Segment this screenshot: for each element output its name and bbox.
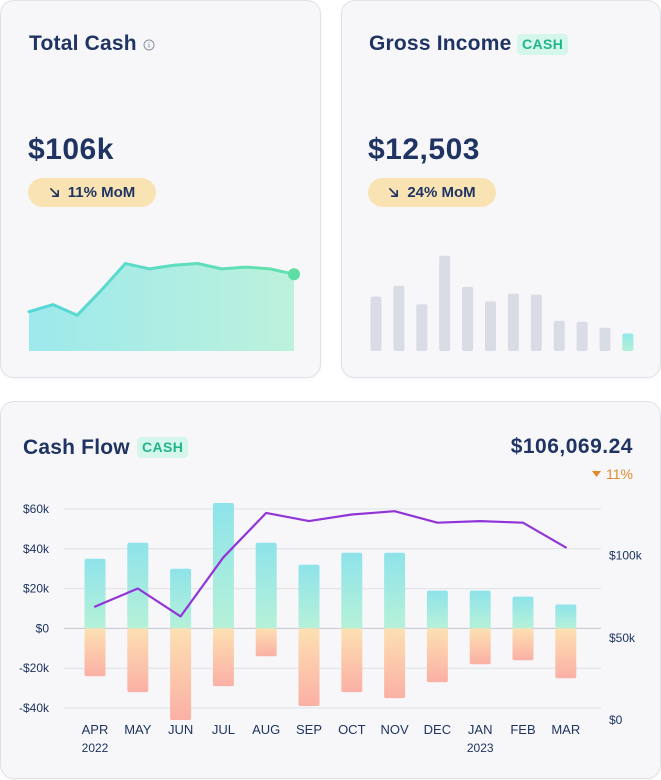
y-right-tick-label: $50k	[609, 631, 636, 645]
cash-out-bar[interactable]	[512, 628, 534, 661]
gross-income-value: $12,503	[368, 133, 480, 166]
income-bar[interactable]	[622, 333, 634, 352]
income-bar[interactable]	[599, 327, 611, 351]
total-cash-card[interactable]: Total Cash $106k 11% MoM	[0, 0, 321, 378]
x-tick-label: JUL	[212, 722, 235, 737]
cash-in-bar[interactable]	[212, 503, 234, 629]
cash-out-bar[interactable]	[341, 628, 363, 693]
cash-in-bar[interactable]	[555, 604, 577, 629]
x-tick-label: MAY	[124, 722, 152, 737]
income-bar[interactable]	[553, 320, 565, 351]
total-cash-sparkline	[27, 262, 300, 351]
cash-out-bar[interactable]	[255, 628, 277, 657]
cash-in-bar[interactable]	[127, 542, 149, 629]
cash-in-bar[interactable]	[170, 568, 192, 629]
y-left-tick-label: -$20k	[19, 661, 50, 675]
cash-flow-value: $106,069.24	[510, 435, 633, 458]
cash-out-bar[interactable]	[170, 628, 192, 720]
cash-in-bar[interactable]	[84, 558, 106, 629]
cash-flow-card[interactable]: Cash Flow CASH $106,069.24 11% $60k $40k $…	[0, 401, 661, 779]
cash-out-bar[interactable]	[384, 628, 406, 699]
total-cash-change-badge: 11% MoM	[28, 178, 156, 207]
cash-in-bar[interactable]	[469, 590, 491, 629]
triangle-down-icon	[592, 471, 602, 477]
cash-flow-chart: $60k $40k $20k $0 -$20k -$40k $100k $50k $0 APR MA…	[19, 502, 643, 755]
gross-income-cash-tag: CASH	[517, 34, 569, 55]
year-label: 2023	[467, 741, 494, 755]
x-tick-label: FEB	[510, 722, 535, 737]
income-bar[interactable]	[576, 321, 588, 351]
x-tick-label: MAR	[551, 722, 580, 737]
cash-out-bar[interactable]	[212, 628, 234, 687]
x-tick-label: JAN	[468, 722, 493, 737]
y-right-tick-label: $0	[609, 713, 623, 727]
y-left-tick-label: -$40k	[19, 701, 50, 715]
sparkline-line	[27, 262, 296, 317]
income-bar[interactable]	[507, 293, 519, 351]
y-left-tick-label: $60k	[23, 502, 50, 516]
arrow-down-right-icon	[389, 188, 399, 197]
income-bar[interactable]	[530, 294, 542, 351]
income-bar[interactable]	[370, 296, 382, 352]
x-tick-label: NOV	[381, 722, 410, 737]
year-label: 2022	[82, 741, 109, 755]
sparkline-end-marker	[288, 268, 300, 281]
cash-in-bar[interactable]	[298, 564, 320, 629]
x-tick-label: JUN	[168, 722, 193, 737]
balance-line	[93, 510, 567, 618]
y-right-tick-label: $100k	[609, 549, 643, 563]
y-left-tick-label: $0	[36, 621, 50, 635]
cash-flow-cash-tag: CASH	[137, 437, 189, 458]
cash-in-bar[interactable]	[426, 590, 448, 629]
cash-flow-title: Cash Flow	[23, 436, 130, 459]
gross-income-bar-chart	[370, 255, 634, 352]
cash-out-bar[interactable]	[298, 628, 320, 706]
cash-flow-change-text: 11%	[606, 466, 633, 482]
total-cash-title: Total Cash	[29, 32, 137, 55]
cash-in-bar[interactable]	[384, 552, 406, 629]
cash-out-bar[interactable]	[127, 628, 149, 693]
cash-flow-change: 11%	[592, 466, 633, 482]
income-bar[interactable]	[439, 255, 451, 351]
sparkline-area	[29, 263, 294, 351]
total-cash-value: $106k	[28, 133, 114, 166]
x-tick-label: AUG	[252, 722, 280, 737]
gross-income-card[interactable]: Gross Income CASH $12,503 24% MoM	[341, 0, 661, 378]
income-bar[interactable]	[416, 304, 428, 351]
x-tick-label: SEP	[296, 722, 322, 737]
income-bar[interactable]	[462, 286, 474, 351]
cash-out-bar[interactable]	[426, 628, 448, 683]
cash-out-bar[interactable]	[84, 628, 106, 677]
cash-out-bar[interactable]	[469, 628, 491, 665]
arrow-down-right-icon	[49, 188, 59, 197]
gross-income-change-badge: 24% MoM	[368, 178, 496, 207]
cash-in-bar[interactable]	[341, 552, 363, 629]
cash-out-bar[interactable]	[555, 628, 577, 679]
x-tick-label: OCT	[338, 722, 366, 737]
income-bar[interactable]	[393, 285, 405, 351]
cash-in-bar[interactable]	[512, 596, 534, 629]
gross-income-change-text: 24% MoM	[407, 184, 476, 201]
cash-in-bar[interactable]	[255, 542, 277, 629]
total-cash-change-text: 11% MoM	[67, 184, 136, 201]
income-bar[interactable]	[485, 301, 496, 351]
x-tick-label: APR	[82, 722, 109, 737]
x-tick-label: DEC	[424, 722, 451, 737]
info-icon[interactable]	[143, 39, 155, 51]
gross-income-title: Gross Income	[369, 32, 512, 55]
y-left-tick-label: $40k	[23, 542, 50, 556]
y-left-tick-label: $20k	[23, 582, 50, 596]
